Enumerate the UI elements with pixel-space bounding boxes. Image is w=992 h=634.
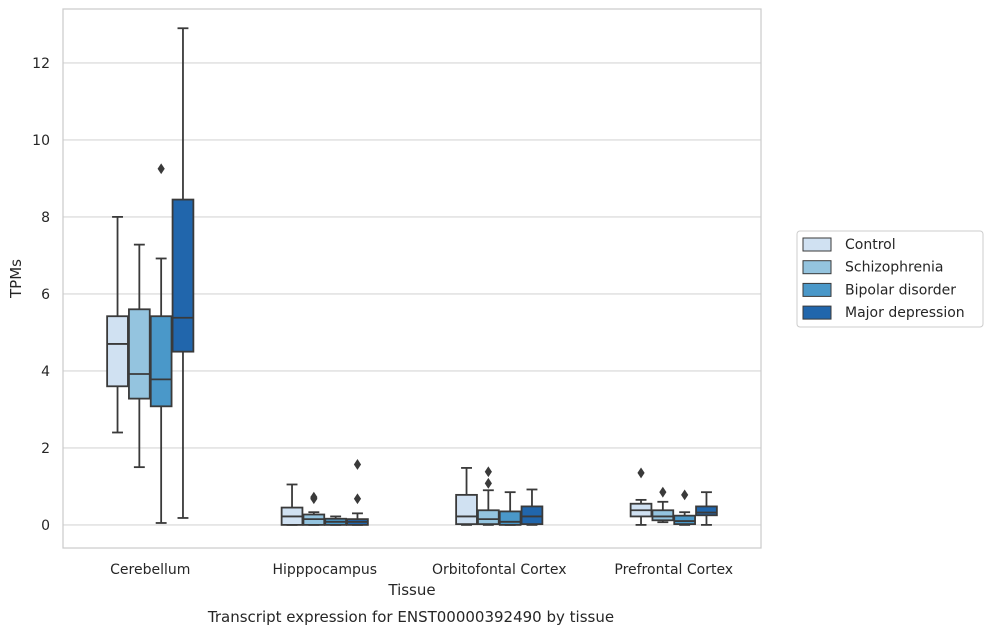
legend-swatch bbox=[802, 305, 832, 320]
box-iqr bbox=[128, 308, 151, 400]
legend-label: Schizophrenia bbox=[845, 260, 943, 276]
y-axis-ticks: 0 2 4 6 8 10 12 bbox=[32, 56, 50, 534]
y-tick-label: 8 bbox=[41, 210, 50, 226]
x-tick-label: Cerebellum bbox=[110, 562, 190, 578]
box-bipolar-disorder bbox=[673, 489, 696, 526]
legend: Control Schizophrenia Bipolar disorder Majo… bbox=[796, 230, 984, 328]
y-tick-label: 12 bbox=[32, 56, 50, 72]
y-tick-label: 2 bbox=[41, 441, 50, 457]
chart-title: Transcript expression for ENST0000039249… bbox=[207, 608, 614, 626]
legend-frame bbox=[796, 230, 984, 328]
box-iqr bbox=[455, 493, 478, 526]
box-iqr bbox=[171, 198, 195, 353]
box-iqr bbox=[695, 505, 718, 517]
box-control bbox=[280, 483, 304, 526]
box-iqr bbox=[106, 315, 129, 388]
box-schizophrenia bbox=[302, 491, 326, 526]
box-schizophrenia bbox=[477, 466, 500, 526]
outlier-point bbox=[484, 466, 492, 478]
box-control bbox=[106, 215, 129, 434]
outlier-point bbox=[659, 486, 667, 498]
box-iqr bbox=[477, 509, 500, 526]
x-tick-label: Orbitofontal Cortex bbox=[432, 562, 567, 578]
box-major-depression bbox=[695, 491, 718, 526]
x-tick-label: Hipppocampus bbox=[272, 562, 377, 578]
outlier-point bbox=[353, 459, 362, 470]
outlier-point bbox=[484, 477, 492, 489]
x-axis-ticks: Cerebellum Hipppocampus Orbitofontal Corte… bbox=[110, 562, 733, 578]
box-major-depression bbox=[171, 27, 195, 519]
y-axis-title: TPMs bbox=[7, 259, 25, 299]
legend-swatch bbox=[802, 260, 832, 275]
box-iqr bbox=[651, 509, 675, 522]
legend-label: Bipolar disorder bbox=[845, 282, 956, 298]
box-schizophrenia bbox=[128, 243, 151, 469]
box-control bbox=[455, 467, 478, 526]
box-control bbox=[629, 467, 653, 526]
outlier-point bbox=[637, 467, 645, 479]
y-tick-label: 10 bbox=[32, 133, 50, 149]
legend-label: Control bbox=[845, 237, 896, 253]
box-bipolar-disorder bbox=[498, 491, 522, 526]
grid-lines bbox=[63, 62, 761, 526]
box-iqr bbox=[673, 514, 696, 526]
outlier-point bbox=[681, 489, 689, 501]
outlier-point bbox=[353, 493, 362, 505]
outlier-point bbox=[310, 493, 318, 505]
legend-swatch bbox=[802, 282, 832, 297]
box-major-depression bbox=[346, 459, 369, 526]
legend-swatch bbox=[802, 237, 832, 252]
box-plot-marks bbox=[106, 27, 718, 526]
box-schizophrenia bbox=[651, 486, 675, 524]
legend-label: Major depression bbox=[845, 305, 965, 321]
box-bipolar-disorder bbox=[149, 163, 173, 524]
box-iqr bbox=[520, 505, 544, 526]
box-bipolar-disorder bbox=[324, 515, 347, 526]
plot-area-frame bbox=[62, 8, 762, 549]
box-iqr bbox=[498, 510, 522, 526]
outlier-point bbox=[157, 163, 165, 175]
x-tick-label: Prefrontal Cortex bbox=[614, 562, 733, 578]
y-tick-label: 4 bbox=[41, 364, 50, 380]
y-tick-label: 6 bbox=[41, 287, 50, 303]
box-iqr bbox=[149, 315, 173, 408]
x-axis-title: Tissue bbox=[387, 581, 435, 599]
box-major-depression bbox=[520, 488, 544, 526]
y-tick-label: 0 bbox=[41, 518, 50, 534]
